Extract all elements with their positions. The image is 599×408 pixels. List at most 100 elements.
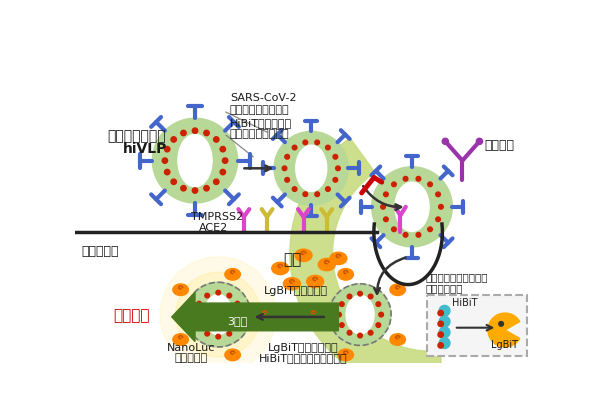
Circle shape bbox=[196, 301, 201, 306]
Circle shape bbox=[383, 192, 388, 197]
Circle shape bbox=[438, 310, 443, 316]
Circle shape bbox=[194, 312, 198, 317]
Circle shape bbox=[181, 186, 186, 191]
Circle shape bbox=[214, 179, 219, 184]
Circle shape bbox=[476, 138, 483, 144]
Ellipse shape bbox=[330, 252, 347, 264]
Circle shape bbox=[376, 302, 380, 306]
Circle shape bbox=[315, 192, 319, 197]
Text: カプシドタンパク質: カプシドタンパク質 bbox=[230, 129, 289, 140]
Ellipse shape bbox=[306, 309, 321, 320]
Circle shape bbox=[162, 158, 168, 163]
Ellipse shape bbox=[283, 278, 301, 290]
Ellipse shape bbox=[307, 275, 323, 288]
Circle shape bbox=[303, 140, 308, 145]
Circle shape bbox=[220, 146, 226, 152]
Ellipse shape bbox=[295, 249, 312, 262]
Circle shape bbox=[335, 166, 340, 171]
Ellipse shape bbox=[178, 134, 212, 187]
Text: 結果判定: 結果判定 bbox=[114, 308, 150, 323]
Circle shape bbox=[176, 272, 261, 357]
Circle shape bbox=[171, 137, 177, 142]
Text: TMPRSS2: TMPRSS2 bbox=[191, 212, 243, 222]
Text: SARS-CoV-2: SARS-CoV-2 bbox=[230, 93, 297, 103]
Circle shape bbox=[326, 145, 330, 150]
Circle shape bbox=[192, 128, 198, 133]
Text: 細胞内に侵入: 細胞内に侵入 bbox=[425, 283, 462, 293]
Circle shape bbox=[376, 323, 380, 327]
Polygon shape bbox=[172, 292, 338, 341]
Circle shape bbox=[235, 301, 240, 306]
Text: hiVLP: hiVLP bbox=[123, 142, 167, 156]
Circle shape bbox=[435, 217, 440, 222]
Circle shape bbox=[152, 118, 238, 203]
Ellipse shape bbox=[395, 182, 429, 231]
Circle shape bbox=[222, 158, 228, 163]
Circle shape bbox=[315, 140, 319, 145]
Circle shape bbox=[379, 312, 383, 317]
Circle shape bbox=[181, 130, 186, 136]
Circle shape bbox=[192, 188, 198, 193]
Ellipse shape bbox=[257, 309, 273, 320]
Circle shape bbox=[439, 338, 450, 348]
Circle shape bbox=[238, 312, 243, 317]
Text: ACE2: ACE2 bbox=[199, 223, 228, 233]
Circle shape bbox=[403, 233, 408, 237]
Ellipse shape bbox=[204, 295, 232, 335]
Text: HiBiT: HiBiT bbox=[452, 298, 478, 308]
Circle shape bbox=[189, 285, 248, 344]
Circle shape bbox=[438, 332, 443, 337]
Ellipse shape bbox=[296, 145, 326, 191]
Circle shape bbox=[368, 330, 373, 335]
Circle shape bbox=[165, 169, 170, 175]
Circle shape bbox=[340, 302, 344, 306]
Circle shape bbox=[340, 323, 344, 327]
Text: タンパク質: タンパク質 bbox=[174, 353, 208, 363]
Circle shape bbox=[205, 331, 210, 336]
Ellipse shape bbox=[225, 268, 240, 280]
Text: HiBiTタグをもつ: HiBiTタグをもつ bbox=[230, 118, 292, 128]
Text: 試験用細胞: 試験用細胞 bbox=[81, 245, 119, 258]
Circle shape bbox=[205, 293, 210, 298]
FancyBboxPatch shape bbox=[426, 295, 528, 356]
Circle shape bbox=[329, 284, 391, 346]
Circle shape bbox=[442, 138, 449, 144]
Ellipse shape bbox=[390, 284, 406, 295]
Circle shape bbox=[227, 331, 232, 336]
Text: LgBiTタンパク質が: LgBiTタンパク質が bbox=[268, 343, 339, 353]
Circle shape bbox=[160, 257, 276, 373]
Ellipse shape bbox=[338, 349, 353, 361]
Text: スパイクタンパク質: スパイクタンパク質 bbox=[230, 105, 289, 115]
Circle shape bbox=[333, 155, 338, 159]
Circle shape bbox=[235, 323, 240, 328]
Circle shape bbox=[303, 192, 308, 197]
Text: LgBiTタンパク質: LgBiTタンパク質 bbox=[264, 286, 328, 296]
Circle shape bbox=[274, 131, 349, 205]
Text: HiBiTとタンパク質と結合: HiBiTとタンパク質と結合 bbox=[259, 353, 348, 363]
Circle shape bbox=[216, 334, 220, 339]
Circle shape bbox=[499, 322, 503, 326]
Circle shape bbox=[292, 187, 297, 191]
Text: LgBiT: LgBiT bbox=[491, 340, 518, 350]
Circle shape bbox=[285, 155, 289, 159]
Circle shape bbox=[227, 293, 232, 298]
Circle shape bbox=[358, 291, 362, 296]
Ellipse shape bbox=[173, 334, 188, 345]
Circle shape bbox=[416, 177, 420, 181]
Circle shape bbox=[347, 294, 352, 299]
Circle shape bbox=[171, 179, 177, 184]
Text: 発光: 発光 bbox=[283, 253, 301, 268]
Circle shape bbox=[438, 321, 443, 326]
Circle shape bbox=[439, 327, 450, 338]
Ellipse shape bbox=[318, 258, 335, 271]
Circle shape bbox=[216, 290, 220, 295]
Circle shape bbox=[435, 192, 440, 197]
Wedge shape bbox=[488, 313, 520, 347]
Circle shape bbox=[358, 333, 362, 338]
Ellipse shape bbox=[346, 295, 374, 334]
Circle shape bbox=[438, 204, 443, 209]
Ellipse shape bbox=[272, 262, 289, 275]
Circle shape bbox=[285, 177, 289, 182]
Circle shape bbox=[204, 186, 209, 191]
Text: NanoLuc: NanoLuc bbox=[167, 343, 215, 353]
